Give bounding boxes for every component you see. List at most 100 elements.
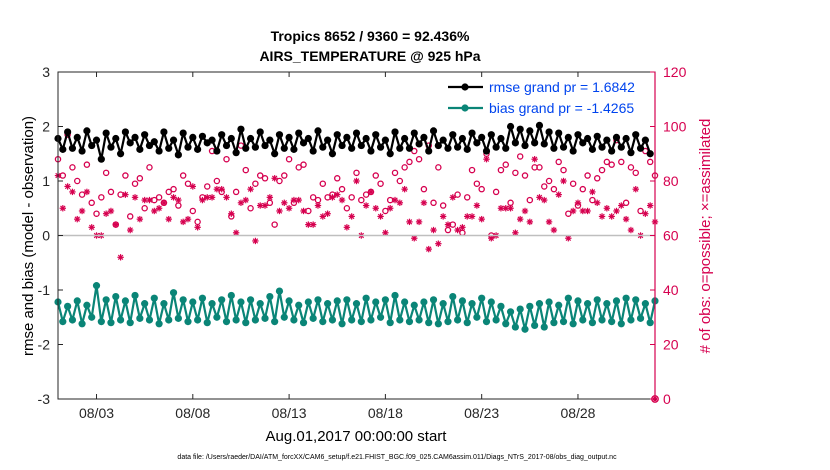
bias-point	[352, 300, 361, 308]
bias-point	[588, 319, 597, 327]
bias-point	[641, 300, 649, 308]
rmse-point	[251, 143, 259, 151]
bias-point	[492, 316, 500, 324]
rmse-point	[333, 131, 341, 139]
rmse-point	[516, 125, 524, 133]
rmse-point	[179, 129, 187, 137]
bias-point	[454, 316, 462, 324]
bias-point	[555, 301, 563, 309]
obs-assimilated-marker	[483, 156, 490, 163]
obs-possible-marker	[179, 172, 187, 179]
obs-assimilated-marker	[179, 218, 187, 226]
bias-point	[112, 292, 120, 301]
obs-assimilated-marker	[362, 202, 370, 209]
bias-point	[299, 319, 308, 327]
bias-point	[439, 300, 447, 308]
obs-assimilated-marker	[531, 156, 538, 163]
obs-assimilated-marker	[64, 183, 71, 190]
obs-possible-marker	[285, 155, 293, 163]
bias-point	[92, 282, 101, 290]
obs-assimilated-marker	[598, 213, 606, 220]
obs-possible-marker	[589, 196, 596, 204]
rmse-point	[540, 140, 548, 148]
rmse-point	[324, 136, 332, 144]
obs-assimilated-marker	[252, 237, 259, 245]
rmse-point	[237, 125, 245, 133]
rmse-point	[598, 143, 606, 151]
obs-assimilated-marker	[300, 207, 307, 215]
rmse-point	[319, 143, 327, 151]
obs-assimilated-marker	[329, 194, 336, 201]
obs-assimilated-marker	[83, 188, 91, 196]
obs-assimilated-marker	[107, 207, 115, 215]
obs-assimilated-marker	[208, 194, 216, 201]
bias-point	[83, 301, 91, 309]
rmse-point	[425, 147, 433, 155]
bias-point	[78, 320, 86, 328]
obs-possible-marker	[194, 218, 201, 226]
bias-point	[550, 319, 558, 327]
bias-point	[511, 323, 519, 331]
bias-point	[141, 300, 149, 308]
rmse-point	[290, 145, 298, 153]
rmse-point	[439, 136, 447, 144]
bias-point	[405, 318, 414, 326]
bias-point	[126, 319, 134, 327]
rmse-point	[473, 139, 481, 147]
bias-point	[468, 300, 476, 308]
obs-possible-marker	[261, 175, 269, 182]
rmse-point	[299, 139, 308, 147]
obs-possible-marker	[502, 161, 509, 168]
obs-possible-marker	[473, 180, 481, 187]
bias-point	[564, 294, 572, 302]
bias-point	[145, 316, 154, 324]
obs-possible-marker	[102, 169, 110, 177]
rmse-point	[271, 150, 279, 158]
rmse-point	[608, 147, 616, 155]
rmse-point	[174, 151, 182, 159]
bias-point	[338, 320, 346, 328]
rmse-point	[242, 144, 250, 152]
bias-point	[295, 301, 303, 309]
obs-possible-marker	[632, 169, 639, 177]
bias-point	[184, 318, 192, 326]
obs-assimilated-marker	[78, 207, 86, 215]
obs-assimilated-marker	[478, 215, 485, 223]
obs-assimilated-marker	[242, 196, 249, 204]
obs-assimilated-marker	[309, 221, 317, 228]
rmse-point	[194, 145, 202, 153]
obs-assimilated-marker	[555, 191, 562, 198]
obs-assimilated-marker	[122, 191, 129, 198]
rmse-point	[636, 144, 645, 152]
bias-point	[458, 297, 467, 305]
obs-possible-marker	[637, 207, 644, 215]
obs-assimilated-marker	[507, 205, 514, 212]
bias-point	[348, 316, 356, 324]
rmse-point	[531, 139, 539, 147]
rmse-point	[208, 136, 216, 144]
rmse-point	[478, 133, 486, 141]
bias-point	[213, 313, 221, 321]
bias-point	[232, 316, 240, 324]
obs-assimilated-marker	[295, 196, 302, 204]
rmse-point	[165, 144, 173, 152]
obs-assimilated-marker	[435, 240, 442, 247]
obs-assimilated-marker	[560, 177, 567, 185]
obs-assimilated-marker	[266, 194, 274, 201]
obs-possible-marker	[242, 166, 250, 174]
left-tick-label: -2	[38, 337, 51, 353]
bias-point	[314, 296, 322, 304]
obs-assimilated-marker	[285, 205, 293, 212]
left-tick-label: -3	[38, 391, 51, 407]
rmse-point	[386, 150, 394, 158]
rmse-point	[458, 134, 467, 143]
obs-possible-marker	[338, 185, 346, 193]
bias-point	[131, 291, 139, 300]
rmse-point	[92, 136, 101, 144]
obs-possible-marker	[618, 158, 625, 166]
obs-assimilated-marker	[425, 245, 432, 253]
obs-assimilated-marker	[430, 226, 437, 234]
rmse-point	[391, 128, 399, 136]
rmse-point	[73, 133, 81, 141]
